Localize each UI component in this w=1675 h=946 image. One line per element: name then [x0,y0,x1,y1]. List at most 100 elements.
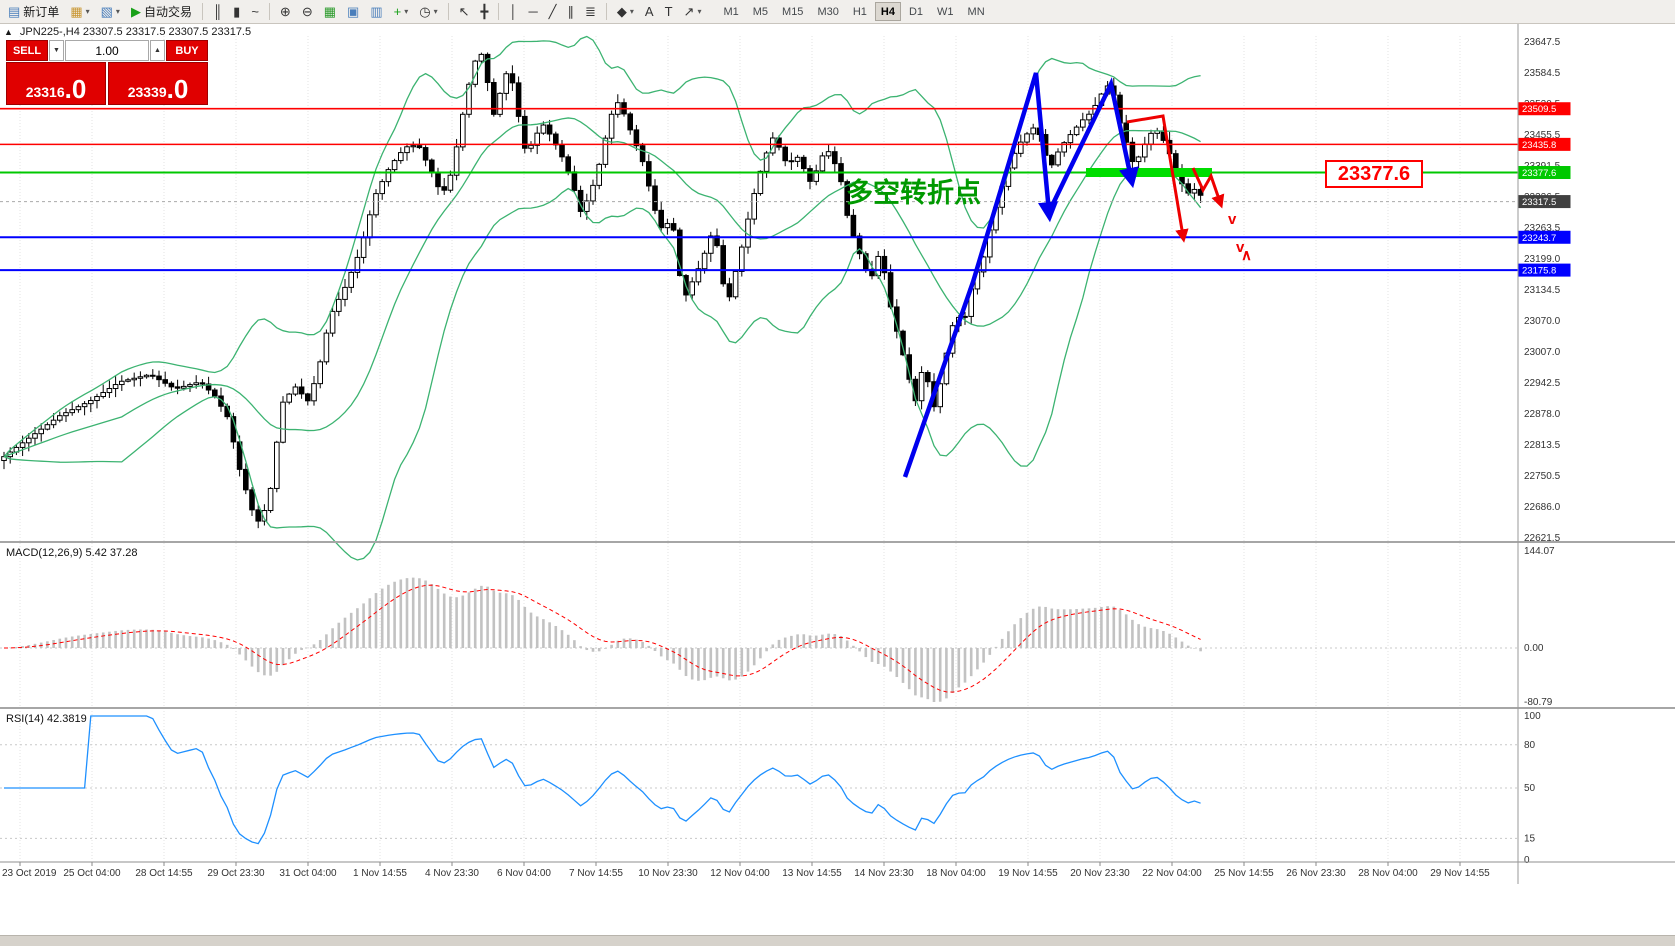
one-click-collapse-icon[interactable]: ▲ [4,26,13,37]
timeframe-switcher: M1 M5 M15 M30 H1 H4 D1 W1 MN [717,2,990,21]
timeframe-m30[interactable]: M30 [811,2,844,21]
candle [224,405,230,418]
candle [429,159,435,174]
chart-bars-button[interactable]: ║ [208,2,227,22]
chart-candles-button[interactable]: ▮ [228,2,245,22]
buy-price-button[interactable]: 23339.0 [108,62,208,105]
candle [794,156,801,162]
bollinger-lower-band [3,174,1202,561]
blue-trend-arrow-2[interactable] [1046,77,1139,213]
text-tool-icon: A [644,4,654,19]
text-tool-button[interactable]: A [640,2,659,22]
sell-price-button[interactable]: 23316.0 [6,62,106,105]
candle [354,256,361,273]
cursor-button[interactable]: ↖ [454,2,475,22]
timeframe-h4[interactable]: H4 [874,2,901,21]
volume-input[interactable] [65,40,149,61]
price-callout-box[interactable] [1325,160,1423,188]
candle [385,169,392,183]
sell-button[interactable]: SELL [6,40,48,61]
candle [1049,154,1055,166]
equidistant-channel-button[interactable]: ∥ [563,2,580,22]
chart-line-button[interactable]: ~ [246,2,264,22]
grid-button[interactable]: ▦ [319,2,341,22]
shapes-button[interactable]: ◆ ▾ [612,2,639,22]
label-tool-button[interactable]: T [660,2,678,22]
cascade-windows-icon: ▣ [347,4,360,19]
timeframe-m15[interactable]: M15 [776,2,809,21]
ask-price-main: 23339 [127,83,167,100]
price-axis-label: 23007.0 [1524,347,1561,358]
candle [553,133,559,146]
chart-line-icon: ~ [251,4,259,19]
timeframe-m1[interactable]: M1 [717,2,744,21]
candle [249,489,255,511]
candle [658,209,665,229]
timeframe-d1[interactable]: D1 [903,2,929,21]
crosshair-button[interactable]: ╋ [476,2,494,22]
tile-windows-button[interactable]: ▥ [365,2,387,22]
candle [373,193,379,216]
add-indicator-button[interactable]: + ▾ [389,2,414,22]
zoom-in-button[interactable]: ⊕ [275,2,296,22]
candle [677,229,683,277]
toolbar-separator [201,3,203,20]
red-trend-arrow-2[interactable] [1191,167,1225,209]
zoom-in-icon: ⊕ [279,4,291,19]
rsi-line [4,715,1201,845]
buy-button[interactable]: BUY [166,40,208,61]
new-chart-button[interactable]: ▦ ▾ [65,2,94,22]
time-axis-label: 18 Nov 04:00 [926,868,986,879]
candle [391,160,398,171]
candle [174,386,181,389]
candle [689,281,696,296]
candle [441,186,447,191]
new-chart-icon: ▦ [70,4,83,19]
time-axis-label: 1 Nov 14:55 [353,868,407,879]
periods-clock-button[interactable]: ◷ ▾ [414,2,442,22]
time-axis-label: 19 Nov 14:55 [998,868,1058,879]
price-axis-label: 23199.0 [1524,254,1561,265]
candle [695,268,702,283]
candle [937,383,944,408]
vertical-line-button[interactable]: │ [504,2,522,22]
autotrading-button[interactable]: ▶ 自动交易 [126,2,197,22]
candle [57,415,63,421]
horizontal-line-button[interactable]: ─ [523,2,542,22]
cascade-windows-button[interactable]: ▣ [342,2,364,22]
volume-down-button[interactable]: ▼ [49,40,64,61]
candle [584,200,590,212]
candle [1073,126,1080,136]
zoom-out-button[interactable]: ⊖ [297,2,318,22]
fibonacci-icon: ≣ [585,4,596,19]
price-badge-23175.8: 23175.8 [1522,266,1556,277]
candle [193,382,199,386]
profiles-caret-icon: ▾ [115,7,120,16]
profiles-button[interactable]: ▧ ▾ [96,2,125,22]
candle [243,468,249,491]
candle [714,235,720,247]
candle [608,113,615,139]
time-axis-label: 4 Nov 23:30 [425,868,479,879]
candle [1191,188,1198,194]
fibonacci-button[interactable]: ≣ [580,2,601,22]
arrows-tool-button[interactable]: ↗ ▾ [679,2,707,22]
candle [119,380,125,386]
trendline-button[interactable]: ╱ [544,2,562,22]
candle [360,237,367,258]
candle [565,156,572,173]
new-order-icon: ▤ [8,4,21,19]
candle [925,372,931,383]
timeframe-h1[interactable]: H1 [847,2,873,21]
timeframe-mn[interactable]: MN [962,2,991,21]
red-trend-arrow-1[interactable] [1126,114,1189,243]
blue-trend-arrow-1[interactable] [902,72,1059,478]
timeframe-m5[interactable]: M5 [747,2,774,21]
toolbar-separator [268,3,270,20]
candle [168,382,175,388]
timeframe-w1[interactable]: W1 [931,2,960,21]
new-order-button[interactable]: ▤ 新订单 [3,2,64,22]
candle [38,428,45,435]
candle [137,376,144,379]
volume-up-button[interactable]: ▲ [150,40,165,61]
